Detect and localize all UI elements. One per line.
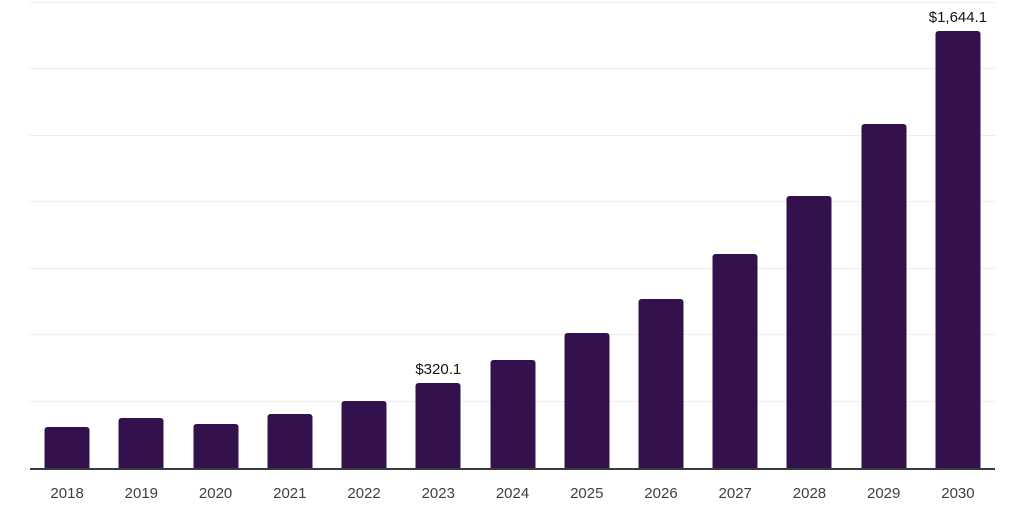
x-tick-label-2022: 2022 bbox=[347, 485, 381, 502]
x-tick-label-2025: 2025 bbox=[570, 485, 604, 502]
bar-2028 bbox=[786, 196, 832, 468]
bar-cell-2026 bbox=[624, 3, 698, 468]
bar-cell-2023: $320.1 bbox=[401, 3, 475, 468]
bar-cell-2028 bbox=[772, 3, 846, 468]
gridline-1250 bbox=[30, 134, 995, 136]
gridline-750 bbox=[30, 267, 995, 269]
data-label-2023: $320.1 bbox=[415, 360, 462, 378]
bar-cell-2022 bbox=[327, 3, 401, 468]
data-label-2030: $1,644.1 bbox=[928, 9, 988, 27]
bar-2026 bbox=[638, 298, 684, 468]
bar-2020 bbox=[193, 424, 239, 468]
gridline-500 bbox=[30, 334, 995, 336]
x-tick-label-2018: 2018 bbox=[50, 485, 84, 502]
bar-2022 bbox=[341, 401, 387, 468]
bar-2019 bbox=[118, 417, 164, 468]
x-tick-label-2027: 2027 bbox=[718, 485, 752, 502]
bar-2029 bbox=[861, 124, 907, 468]
bar-cell-2021 bbox=[253, 3, 327, 468]
bar-2021 bbox=[267, 413, 313, 468]
bar-2024 bbox=[490, 360, 536, 468]
bar-cell-2029 bbox=[847, 3, 921, 468]
x-tick-label-2021: 2021 bbox=[273, 485, 307, 502]
bar-2027 bbox=[712, 253, 758, 468]
gridline-1000 bbox=[30, 201, 995, 203]
x-tick-label-2019: 2019 bbox=[124, 485, 159, 502]
bar-cell-2030: $1,644.1 bbox=[921, 3, 995, 468]
x-axis-labels: 2018 2019 2020 2021 2022 2023 2024 2025 2026 2027… bbox=[30, 482, 995, 506]
x-tick-label-2020: 2020 bbox=[198, 485, 233, 502]
x-tick-label-2028: 2028 bbox=[792, 485, 827, 502]
bar-2025 bbox=[564, 333, 610, 468]
x-tick-label-2023: 2023 bbox=[421, 485, 455, 502]
bar-cell-2019 bbox=[104, 3, 178, 468]
bar-2030 bbox=[935, 31, 981, 468]
x-tick-label-2030: 2030 bbox=[941, 485, 975, 502]
x-tick-label-2024: 2024 bbox=[495, 485, 530, 502]
bar-cell-2027 bbox=[698, 3, 772, 468]
gridline-1500 bbox=[30, 68, 995, 70]
x-tick-label-2026: 2026 bbox=[644, 485, 678, 502]
gridline-1750 bbox=[30, 2, 995, 3]
bar-cell-2018 bbox=[30, 3, 104, 468]
bar-cell-2020 bbox=[178, 3, 252, 468]
bars-container: $320.1 $1,644.1 bbox=[30, 3, 995, 468]
plot-area: $320.1 $1,644.1 bbox=[30, 2, 995, 470]
bar-2018 bbox=[44, 426, 90, 468]
bar-cell-2025 bbox=[550, 3, 624, 468]
bar-2023 bbox=[415, 382, 461, 468]
bar-cell-2024 bbox=[475, 3, 549, 468]
x-tick-label-2029: 2029 bbox=[867, 485, 901, 502]
